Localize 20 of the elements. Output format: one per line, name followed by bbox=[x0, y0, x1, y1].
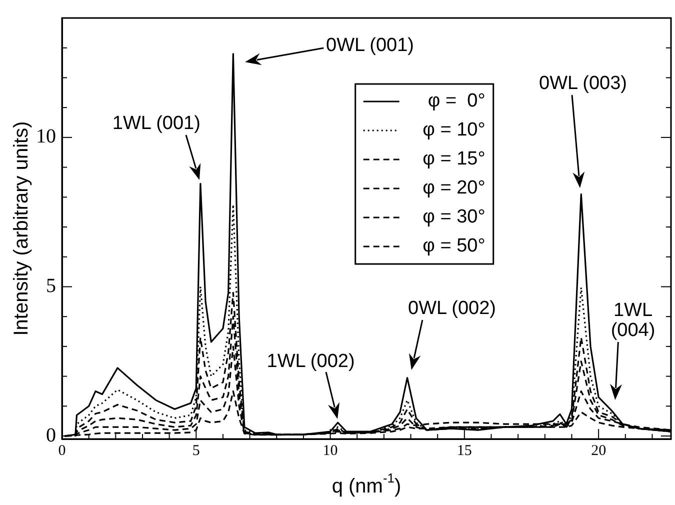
legend-label: φ = 30° bbox=[422, 206, 486, 228]
legend-label: φ = 20° bbox=[422, 178, 486, 199]
legend-label: φ = 15° bbox=[422, 148, 486, 170]
annotation: 1WL (002) bbox=[266, 350, 355, 372]
legend-label: φ = 0° bbox=[428, 90, 486, 112]
x-tick-label: 10 bbox=[322, 442, 338, 459]
y-tick-label: 5 bbox=[46, 274, 56, 297]
x-tick-label: 15 bbox=[456, 442, 472, 459]
annotation: 1WL (004) bbox=[610, 300, 656, 342]
legend-label: φ = 50° bbox=[422, 236, 486, 257]
annotation: 0WL (003) bbox=[539, 73, 627, 94]
x-tick-label: 0 bbox=[58, 442, 66, 459]
y-tick-label: 10 bbox=[36, 126, 56, 148]
annotation: 1WL (001) bbox=[112, 112, 200, 134]
y-axis-title: Intensity (arbitrary units) bbox=[10, 121, 33, 336]
annotation: 0WL (002) bbox=[408, 298, 496, 320]
annotation: 0WL (001) bbox=[326, 35, 414, 56]
x-tick-label: 5 bbox=[192, 442, 200, 459]
legend-label: φ = 10° bbox=[422, 120, 486, 141]
x-tick-label: 20 bbox=[591, 442, 606, 459]
